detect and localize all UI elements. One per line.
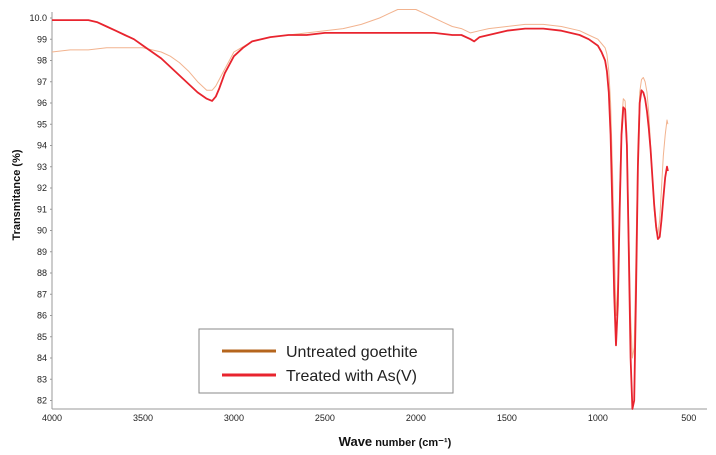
y-tick-label: 99 bbox=[37, 34, 47, 44]
y-tick-label: 10.0 bbox=[29, 13, 47, 23]
y-tick-label: 95 bbox=[37, 119, 47, 129]
x-tick-label: 500 bbox=[681, 413, 696, 423]
x-tick-label: 1000 bbox=[588, 413, 608, 423]
y-tick-label: 98 bbox=[37, 56, 47, 66]
y-tick-label: 82 bbox=[37, 396, 47, 406]
y-tick-labels: 10.0 99 98 97 96 95 94 93 92 91 90 89 88 87 86 85 84 83 82 bbox=[29, 13, 52, 406]
x-tick-labels: 4000 3500 3000 2500 2000 1500 1000 500 bbox=[42, 413, 696, 423]
x-axis-title: Wave number (cm⁻¹) bbox=[339, 434, 452, 449]
y-tick-label: 91 bbox=[37, 204, 47, 214]
x-axis-title-main: Wave bbox=[339, 434, 372, 449]
series-layer bbox=[51, 9, 669, 410]
y-tick-label: 93 bbox=[37, 162, 47, 172]
x-tick-label: 3500 bbox=[133, 413, 153, 423]
legend: Untreated goethite Treated with As(V) bbox=[198, 328, 454, 394]
y-tick-label: 97 bbox=[37, 77, 47, 87]
x-tick-label: 4000 bbox=[42, 413, 62, 423]
y-tick-label: 90 bbox=[37, 226, 47, 236]
plot-area bbox=[51, 12, 707, 410]
y-tick-label: 83 bbox=[37, 374, 47, 384]
y-tick-label: 94 bbox=[37, 141, 47, 151]
legend-label-treated: Treated with As(V) bbox=[286, 368, 417, 385]
y-tick-label: 88 bbox=[37, 268, 47, 278]
y-tick-label: 85 bbox=[37, 332, 47, 342]
y-tick-label: 96 bbox=[37, 98, 47, 108]
x-tick-label: 2000 bbox=[406, 413, 426, 423]
y-axis-title: Transmitance (%) bbox=[11, 149, 23, 240]
y-tick-label: 87 bbox=[37, 289, 47, 299]
x-tick-label: 2500 bbox=[315, 413, 335, 423]
y-tick-label: 89 bbox=[37, 247, 47, 257]
x-tick-label: 1500 bbox=[497, 413, 517, 423]
y-tick-label: 92 bbox=[37, 183, 47, 193]
y-tick-label: 84 bbox=[37, 353, 47, 363]
y-tick-label: 86 bbox=[37, 311, 47, 321]
series-line-untreated bbox=[51, 9, 669, 359]
x-axis-title-rest: number (cm⁻¹) bbox=[372, 437, 451, 449]
series-line-treated bbox=[52, 19, 669, 410]
x-tick-label: 3000 bbox=[224, 413, 244, 423]
legend-box bbox=[198, 328, 454, 394]
legend-label-untreated: Untreated goethite bbox=[286, 344, 418, 361]
